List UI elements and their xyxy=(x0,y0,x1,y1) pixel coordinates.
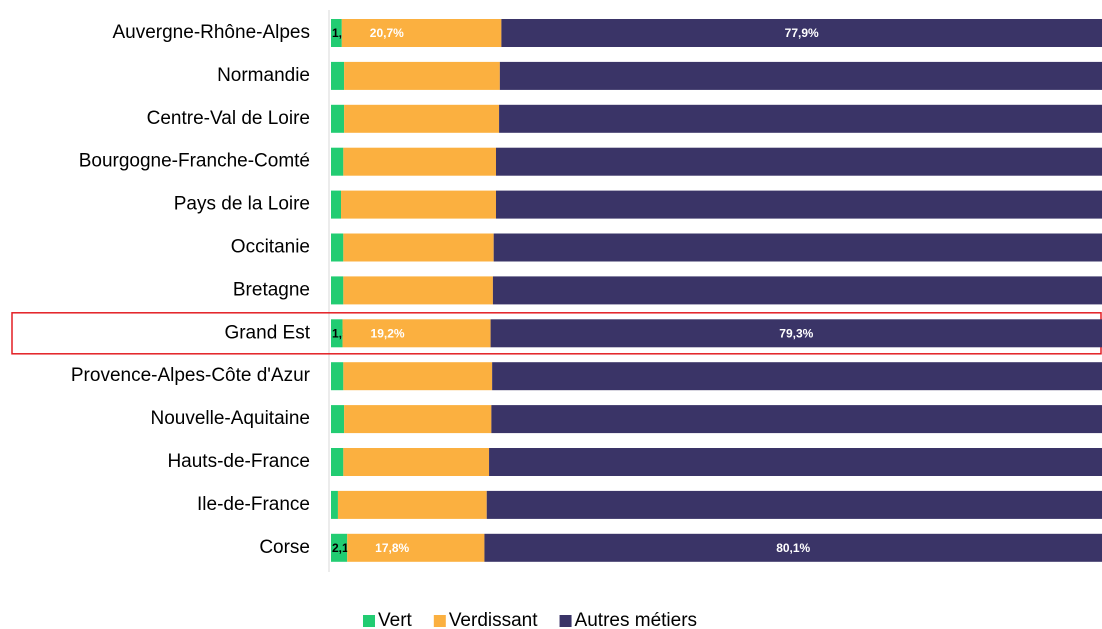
bar-segment xyxy=(491,405,1102,434)
category-label: Occitanie xyxy=(231,237,310,258)
legend-swatch xyxy=(559,615,572,627)
bar-segment xyxy=(347,533,485,562)
bar-segment xyxy=(337,490,487,519)
value-label: 79,3% xyxy=(779,326,813,340)
legend-label: Vert xyxy=(378,610,413,629)
bar-segment xyxy=(331,147,344,176)
category-label: Auvergne-Rhône-Alpes xyxy=(112,22,310,43)
bar-segment xyxy=(331,104,345,133)
value-label: 17,8% xyxy=(375,541,409,555)
bar-segment xyxy=(343,448,490,476)
bar-segment xyxy=(331,448,344,476)
bar-segment xyxy=(484,533,1102,562)
bar-segment xyxy=(343,147,496,176)
bar-segment xyxy=(331,19,342,47)
category-label: Grand Est xyxy=(224,322,310,343)
bar-segment xyxy=(343,276,493,305)
bar-segment xyxy=(341,190,496,219)
bar-segment xyxy=(331,362,344,391)
category-label: Bourgogne-Franche-Comté xyxy=(79,151,310,172)
category-label: Provence-Alpes-Côte d'Azur xyxy=(71,365,311,386)
bar-segment xyxy=(331,319,343,348)
value-label: 77,9% xyxy=(785,26,819,40)
bar-segment xyxy=(343,362,493,391)
category-label: Bretagne xyxy=(233,279,310,300)
bar-segment xyxy=(499,104,1102,133)
bar-segment xyxy=(331,276,344,305)
category-label: Corse xyxy=(259,537,310,558)
bar-segment xyxy=(495,147,1102,176)
bar-segment xyxy=(343,233,494,262)
category-label: Normandie xyxy=(217,65,310,86)
value-label: 20,7% xyxy=(370,26,404,40)
category-label: Ile-de-France xyxy=(197,494,310,515)
bar-segment xyxy=(331,190,342,219)
bar-segment xyxy=(344,61,500,90)
bar-segment xyxy=(341,19,502,47)
bar-segment xyxy=(501,19,1102,47)
legend-swatch xyxy=(433,615,446,627)
bar-segment xyxy=(331,490,338,519)
bar-segment xyxy=(495,190,1102,219)
bar-segment xyxy=(492,362,1102,391)
bar-segment xyxy=(331,233,344,262)
value-label: 19,2% xyxy=(371,326,405,340)
legend-label: Autres métiers xyxy=(575,610,697,629)
bar-segment xyxy=(344,104,500,133)
bar-segment xyxy=(486,490,1102,519)
bar-segment xyxy=(489,448,1102,476)
category-label: Nouvelle-Aquitaine xyxy=(151,408,311,429)
bar-segment xyxy=(493,233,1102,262)
bar-segment xyxy=(342,319,491,348)
bar-segment xyxy=(490,319,1102,348)
bar-segment xyxy=(331,61,345,90)
category-label: Pays de la Loire xyxy=(174,194,310,215)
bar-segment xyxy=(499,61,1102,90)
value-label: 80,1% xyxy=(776,541,810,555)
bar-segment xyxy=(344,405,492,434)
bar-segment xyxy=(492,276,1102,305)
category-label: Centre-Val de Loire xyxy=(147,108,310,129)
legend-swatch xyxy=(363,615,375,627)
bar-segment xyxy=(331,533,348,562)
category-label: Hauts-de-France xyxy=(167,451,310,472)
bar-segment xyxy=(331,405,345,434)
legend-label: Verdissant xyxy=(449,610,538,629)
